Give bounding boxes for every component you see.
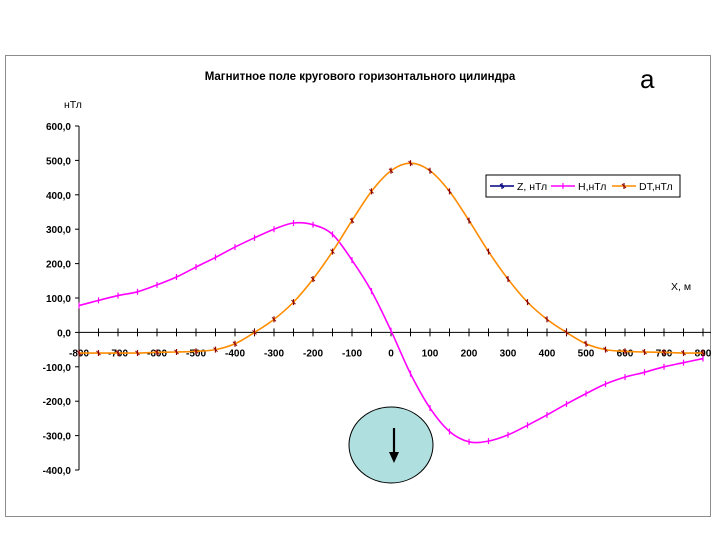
x-tick-label: 100 — [422, 348, 439, 359]
series-point-x — [96, 350, 101, 356]
x-tick-label: 200 — [461, 348, 478, 359]
legend-label: Н,нТл — [578, 181, 606, 193]
series-group — [76, 160, 706, 445]
series-point-x — [486, 249, 491, 254]
series-point-x — [622, 348, 628, 354]
y-axis-label: нТл — [64, 99, 82, 111]
series-point-x — [291, 299, 296, 305]
series-point-x — [115, 350, 121, 356]
x-tick-label: 0 — [388, 348, 394, 359]
series-point-x — [427, 168, 433, 174]
chart-title: Магнитное поле кругового горизонтального… — [205, 71, 516, 83]
series-point-x — [583, 341, 589, 347]
x-tick-label: -300 — [264, 348, 284, 359]
y-tick-label: -400,0 — [43, 466, 72, 477]
series-point-x — [564, 330, 569, 335]
x-tick-label: 400 — [539, 348, 556, 359]
series-point-x — [447, 189, 452, 194]
series-point-x — [174, 349, 179, 355]
x-tick-label: -200 — [303, 348, 323, 359]
legend-marker-x — [621, 183, 627, 189]
series-point-x — [544, 316, 550, 322]
y-tick-label: 500,0 — [46, 156, 71, 167]
x-tick-label: 500 — [578, 348, 595, 359]
series-point-x — [388, 168, 394, 174]
series-point-x — [252, 330, 257, 335]
series-point-x — [642, 349, 647, 355]
y-tick-label: 200,0 — [46, 260, 71, 271]
series-point-x — [408, 160, 413, 166]
cylinder-circle — [348, 406, 434, 484]
y-tick-label: -300,0 — [43, 432, 72, 443]
series-point-x — [700, 350, 706, 356]
series-point-x — [135, 350, 140, 356]
legend-marker-x — [499, 183, 505, 189]
series-point-x — [213, 347, 218, 352]
y-tick-label: 400,0 — [46, 191, 71, 202]
legend-label: Z, нТл — [517, 181, 547, 193]
series-point-x — [193, 348, 199, 354]
y-tick-label: 600,0 — [46, 122, 71, 133]
series-point-x — [349, 218, 355, 223]
down-arrow-head-icon — [389, 452, 399, 463]
series-point-x — [76, 350, 82, 356]
series-point-x — [466, 218, 472, 223]
x-tick-label: -400 — [225, 348, 245, 359]
y-tick-label: 0,0 — [57, 328, 71, 339]
x-tick-label: 300 — [500, 348, 517, 359]
cylinder-symbol — [348, 406, 434, 484]
series-point-x — [330, 249, 335, 254]
series-point-x — [681, 350, 686, 356]
series-point-x — [154, 349, 160, 355]
y-tick-label: -100,0 — [43, 363, 72, 374]
panel-label: а — [640, 64, 655, 94]
series-point-x — [603, 347, 608, 352]
x-axis-label: X, м — [671, 281, 691, 293]
y-tick-label: 100,0 — [46, 294, 71, 305]
series-point-x — [369, 189, 374, 194]
y-tick-label: -200,0 — [43, 397, 72, 408]
y-tick-label: 300,0 — [46, 225, 71, 236]
series-point-x — [525, 299, 530, 305]
series-point-x — [271, 316, 277, 322]
legend: Z, нТл Н,нТл DT,нТл — [485, 174, 681, 198]
series-point-x — [232, 341, 238, 347]
series-point-x — [310, 276, 316, 282]
series-point-x — [661, 349, 667, 355]
legend-box — [485, 174, 681, 198]
x-tick-label: -100 — [342, 348, 362, 359]
legend-label: DT,нТл — [639, 181, 673, 193]
series-point-x — [505, 276, 511, 282]
